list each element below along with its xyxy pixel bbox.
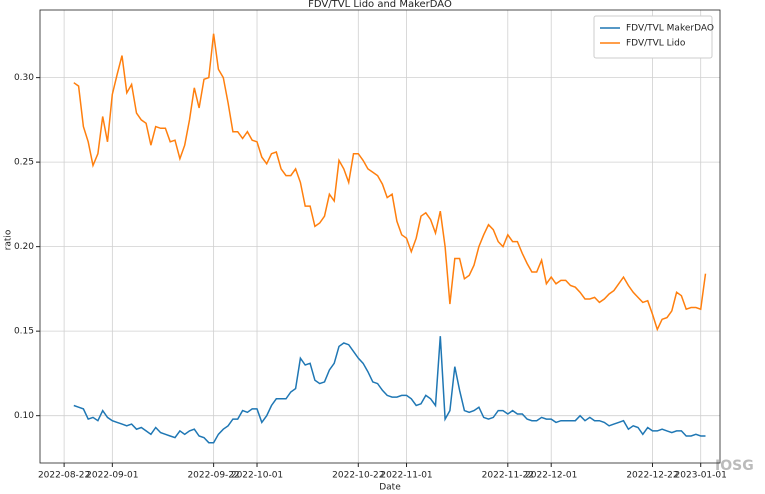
- y-tick-label: 0.20: [14, 242, 34, 252]
- legend: FDV/TVL MakerDAO FDV/TVL Lido: [593, 15, 714, 59]
- legend-box: [593, 15, 713, 59]
- x-tick-label: 2022-11-22: [482, 471, 534, 481]
- legend-label: FDV/TVL Lido: [626, 39, 686, 49]
- plot-frame: [39, 9, 721, 464]
- y-axis-label: ratio: [4, 229, 14, 250]
- y-tick-label: 0.30: [14, 73, 34, 83]
- x-tick-label: 2022-10-01: [231, 471, 283, 481]
- legend-label: FDV/TVL MakerDAO: [626, 24, 714, 34]
- watermark: IOSG: [715, 458, 754, 474]
- chart-title: FDV/TVL Lido and MakerDAO: [308, 0, 452, 10]
- x-tick-label: 2023-01-01: [675, 471, 727, 481]
- x-tick-label: 2022-08-22: [38, 471, 90, 481]
- x-axis-label: Date: [379, 483, 401, 493]
- data-line: [73, 33, 707, 332]
- x-tick-label: 2022-09-22: [187, 471, 239, 481]
- x-tick-label: 2022-12-22: [626, 471, 678, 481]
- data-line: [73, 336, 706, 444]
- x-tick-label: 2022-10-22: [332, 471, 384, 481]
- y-tick-label: 0.10: [14, 411, 34, 421]
- y-tick-label: 0.25: [14, 158, 34, 168]
- y-tick-label: 0.15: [14, 327, 34, 337]
- x-tick-label: 2022-09-01: [86, 471, 138, 481]
- x-tick-label: 2022-11-01: [380, 471, 432, 481]
- x-tick-label: 2022-12-01: [525, 471, 577, 481]
